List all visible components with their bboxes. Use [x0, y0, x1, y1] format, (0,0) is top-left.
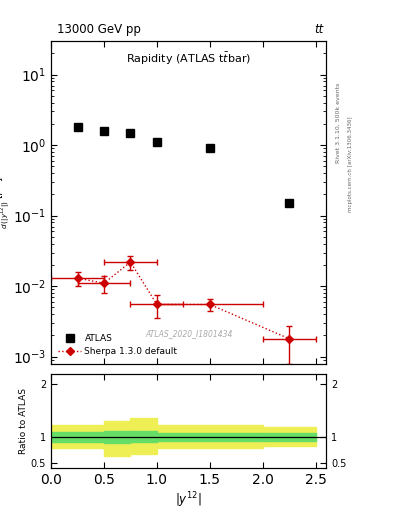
Y-axis label: $\frac{d\sigma^{fid}}{d\,(|y^{12}|)}\,[pb]$: $\frac{d\sigma^{fid}}{d\,(|y^{12}|)}\,[p… [0, 176, 11, 229]
Legend: ATLAS, Sherpa 1.3.0 default: ATLAS, Sherpa 1.3.0 default [55, 331, 180, 359]
X-axis label: $|y^{12}|$: $|y^{12}|$ [175, 490, 202, 510]
Y-axis label: Ratio to ATLAS: Ratio to ATLAS [19, 388, 28, 454]
Text: tt: tt [314, 23, 323, 36]
Text: Rapidity (ATLAS t$\bar{t}$bar): Rapidity (ATLAS t$\bar{t}$bar) [126, 51, 251, 67]
Text: Rivet 3.1.10, 500k events: Rivet 3.1.10, 500k events [336, 83, 341, 163]
Text: mcplots.cern.ch [arXiv:1306.3436]: mcplots.cern.ch [arXiv:1306.3436] [348, 116, 353, 211]
Text: ATLAS_2020_I1801434: ATLAS_2020_I1801434 [145, 329, 232, 338]
Text: 13000 GeV pp: 13000 GeV pp [57, 23, 140, 36]
